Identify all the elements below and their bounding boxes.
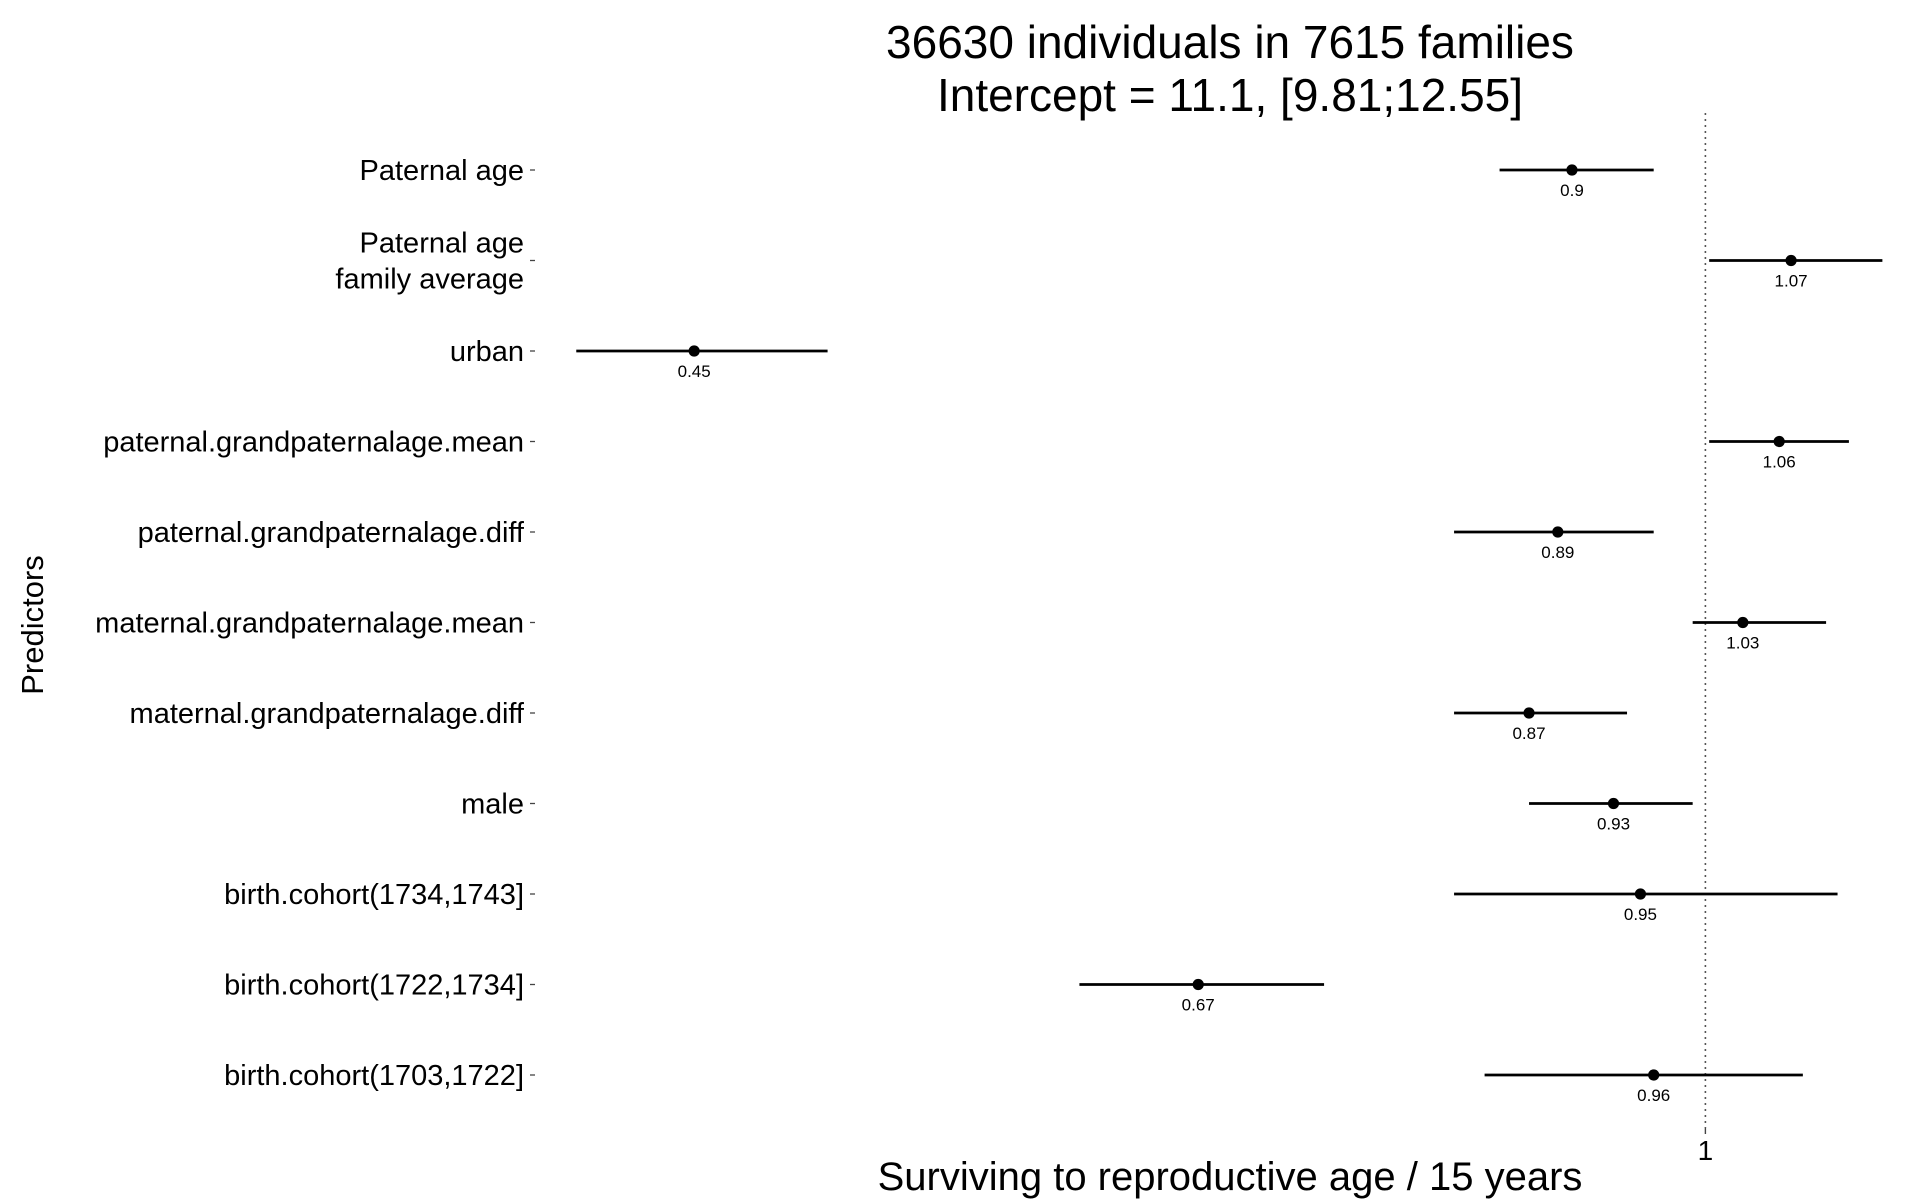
estimate-value-label: 0.67 xyxy=(1182,996,1215,1015)
chart-title-line-1: 36630 individuals in 7615 families xyxy=(886,16,1574,68)
chart-title: 36630 individuals in 7615 families Inter… xyxy=(886,16,1574,121)
y-tick-label: maternal.grandpaternalage.diff xyxy=(130,698,525,730)
y-tick-label: paternal.grandpaternalage.mean xyxy=(103,427,524,459)
y-tick-label: maternal.grandpaternalage.mean xyxy=(95,608,524,640)
y-tick-label: birth.cohort(1703,1722] xyxy=(224,1060,524,1092)
estimate-value-label: 0.93 xyxy=(1597,815,1630,834)
y-tick-label: Paternal age xyxy=(360,155,524,187)
y-axis-title: Predictors xyxy=(15,555,50,695)
estimate-point xyxy=(1607,797,1620,810)
estimate-value-label: 0.9 xyxy=(1560,181,1584,200)
estimate-point xyxy=(1552,526,1564,538)
estimate-point xyxy=(1192,978,1204,991)
x-axis: 1 xyxy=(1698,1128,1714,1166)
estimate-point xyxy=(1566,164,1578,176)
y-tick-label: birth.cohort(1722,1734] xyxy=(224,970,524,1002)
y-axis: Paternal age Paternal age family average ur… xyxy=(95,155,535,1092)
estimate-value-label: 0.89 xyxy=(1541,543,1574,562)
chart-subtitle: Intercept = 11.1, [9.81;12.55] xyxy=(937,69,1523,121)
estimate-point xyxy=(1634,888,1647,900)
estimate-point xyxy=(1785,254,1797,267)
estimate-point xyxy=(1773,435,1785,448)
y-tick-label: male xyxy=(461,789,524,821)
estimate-value-label: 0.96 xyxy=(1637,1086,1670,1105)
estimate-marks: 0.9 1.07 0.45 1.06 0.89 1.03 0.87 0.93 0.95 0.67 0… xyxy=(576,164,1883,1105)
estimate-value-label: 1.03 xyxy=(1726,634,1759,653)
y-tick-label: birth.cohort(1734,1743] xyxy=(224,879,524,911)
estimate-point xyxy=(1648,1069,1660,1081)
x-tick-label: 1 xyxy=(1698,1135,1714,1166)
estimate-point xyxy=(1523,707,1535,719)
y-tick-label: Paternal age family average xyxy=(335,228,524,296)
estimate-value-label: 0.45 xyxy=(678,362,711,381)
estimate-value-label: 0.87 xyxy=(1512,724,1545,743)
estimate-value-label: 1.07 xyxy=(1775,272,1808,291)
estimate-point xyxy=(1737,616,1749,629)
estimate-value-label: 1.06 xyxy=(1763,453,1796,472)
estimate-value-label: 0.95 xyxy=(1624,905,1657,924)
y-tick-label: urban xyxy=(450,336,524,368)
estimate-point xyxy=(688,345,700,357)
x-axis-title: Surviving to reproductive age / 15 years xyxy=(878,1155,1583,1199)
y-tick-label: paternal.grandpaternalage.diff xyxy=(138,517,525,549)
